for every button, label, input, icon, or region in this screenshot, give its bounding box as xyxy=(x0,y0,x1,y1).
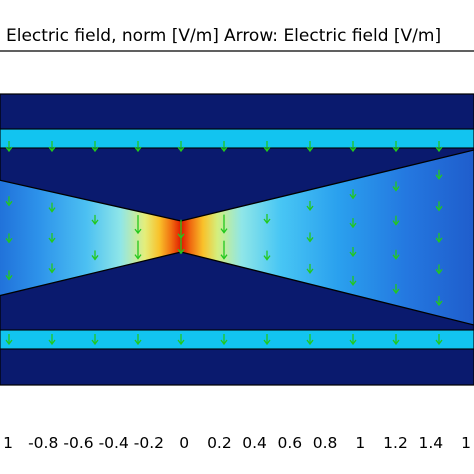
plot-title-right: Arrow: Electric field [V/m] xyxy=(224,26,441,46)
x-tick-label: 0.8 xyxy=(313,434,338,452)
field-arrow xyxy=(306,141,314,153)
x-tick-label: -0.8 xyxy=(28,434,58,452)
field-arrow xyxy=(134,334,142,346)
top-electrode-strip xyxy=(0,128,474,149)
x-tick-label: 1 xyxy=(461,434,471,452)
field-arrow xyxy=(177,235,185,255)
field-arrow xyxy=(134,240,142,260)
field-arrow xyxy=(392,141,400,153)
field-arrow xyxy=(220,240,228,260)
field-arrow xyxy=(349,141,357,153)
field-arrow xyxy=(263,141,271,153)
field-arrow xyxy=(392,249,400,260)
field-arrow xyxy=(306,200,314,212)
field-arrow-layer xyxy=(5,141,443,346)
plot-title-left: Electric field, norm [V/m] xyxy=(6,26,219,46)
x-tick-label: 0.2 xyxy=(207,434,232,452)
field-arrow xyxy=(134,215,142,235)
field-arrow xyxy=(349,334,357,346)
field-arrow xyxy=(392,181,400,192)
field-arrow xyxy=(177,141,185,153)
field-arrow xyxy=(91,141,99,153)
x-tick-label: 0 xyxy=(179,434,189,452)
field-arrow xyxy=(5,270,13,281)
field-arrow xyxy=(435,334,443,346)
field-arrow xyxy=(48,141,56,153)
field-arrow xyxy=(5,334,13,346)
field-arrow xyxy=(91,334,99,346)
x-tick-label: -0.2 xyxy=(134,434,164,452)
x-axis-ticks: 1 -0.8 -0.6 -0.4 -0.2 0 0.2 0.4 0.6 0.8 1 1.2 1.4 1 xyxy=(3,434,471,452)
x-tick-label: 0.4 xyxy=(242,434,267,452)
field-arrow xyxy=(306,334,314,346)
field-arrow xyxy=(435,169,443,180)
field-arrow xyxy=(306,232,314,243)
field-arrow xyxy=(435,201,443,212)
x-tick-label: 1 xyxy=(355,434,365,452)
field-arrow xyxy=(48,263,56,274)
field-arrow xyxy=(48,233,56,244)
field-arrow xyxy=(48,334,56,346)
field-arrow xyxy=(5,233,13,244)
x-tick-label: 1.4 xyxy=(418,434,443,452)
field-arrow xyxy=(91,250,99,261)
field-arrow xyxy=(5,196,13,207)
field-arrow xyxy=(435,232,443,243)
simulation-domain xyxy=(0,93,474,386)
x-tick-label: 0.6 xyxy=(277,434,302,452)
field-arrow xyxy=(263,213,271,225)
field-arrow xyxy=(349,247,357,258)
field-arrow xyxy=(392,283,400,295)
x-tick-label: 1.2 xyxy=(383,434,408,452)
field-arrow xyxy=(349,218,357,229)
field-arrow xyxy=(177,334,185,346)
field-arrow xyxy=(263,250,271,261)
field-arrow xyxy=(392,215,400,226)
field-arrow xyxy=(435,264,443,275)
field-arrow xyxy=(349,275,357,286)
field-arrow xyxy=(392,334,400,346)
x-tick-label: 1 xyxy=(3,434,13,452)
field-arrow xyxy=(5,141,13,153)
field-arrow xyxy=(306,263,314,274)
x-tick-label: -0.4 xyxy=(99,434,129,452)
field-arrow xyxy=(220,141,228,153)
bottom-electrode-strip xyxy=(0,329,474,350)
field-arrow xyxy=(220,334,228,346)
field-arrow xyxy=(435,141,443,153)
field-arrow xyxy=(48,202,56,213)
x-tick-label: -0.6 xyxy=(63,434,93,452)
field-arrow xyxy=(349,189,357,200)
field-arrow xyxy=(91,214,99,225)
field-arrow xyxy=(435,296,443,307)
field-arrow xyxy=(263,334,271,346)
field-arrow xyxy=(220,214,228,234)
field-arrow xyxy=(134,141,142,153)
